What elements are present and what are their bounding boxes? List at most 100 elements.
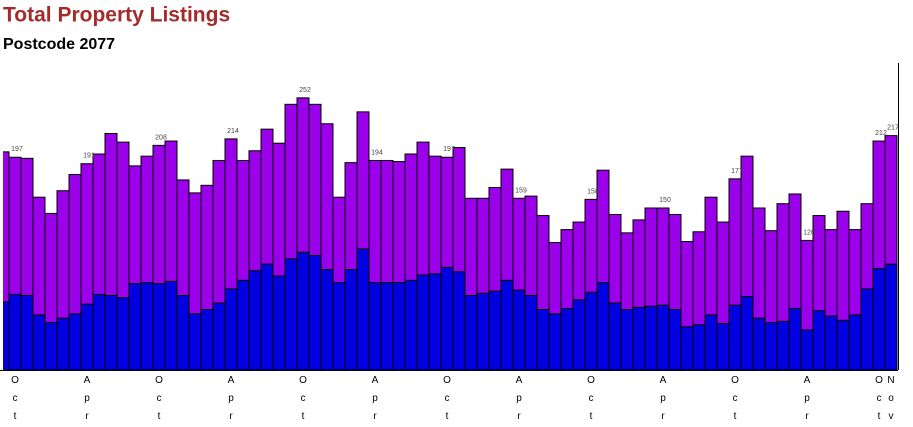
bar-segment bbox=[428, 155, 442, 275]
bar-segment bbox=[632, 306, 646, 371]
bar-segment bbox=[56, 190, 70, 319]
bar-segment bbox=[56, 317, 70, 371]
bar-segment bbox=[836, 319, 850, 371]
bar-segment bbox=[8, 156, 22, 295]
bar-segment bbox=[272, 142, 286, 277]
bar-segment bbox=[296, 97, 310, 253]
bar-segment bbox=[776, 203, 790, 322]
bar-segment bbox=[380, 159, 394, 284]
bar-segment bbox=[548, 313, 562, 371]
bar-segment bbox=[740, 155, 754, 298]
bar-segment bbox=[260, 263, 274, 371]
bar-segment bbox=[32, 314, 46, 371]
bar-segment bbox=[584, 198, 598, 293]
bar-segment bbox=[212, 302, 226, 371]
total-label: 120 bbox=[803, 229, 815, 236]
total-label: 217 bbox=[887, 125, 899, 132]
bar-segment bbox=[176, 294, 190, 371]
bar-segment bbox=[680, 326, 694, 371]
bar-segment bbox=[644, 207, 658, 307]
bar-segment bbox=[20, 157, 34, 296]
bar-segment bbox=[848, 314, 862, 371]
bar-segment bbox=[308, 103, 322, 257]
bar-segment bbox=[164, 280, 178, 371]
bar-segment bbox=[728, 178, 742, 306]
bar-segment bbox=[764, 230, 778, 323]
bar-segment bbox=[740, 296, 754, 371]
bar-segment bbox=[440, 266, 454, 371]
bar-segment bbox=[536, 309, 550, 371]
bar-segment bbox=[536, 215, 550, 311]
bar-segment bbox=[428, 273, 442, 371]
bar-segment bbox=[140, 155, 154, 284]
bar-segment bbox=[860, 203, 874, 290]
bar-segment bbox=[644, 305, 658, 371]
bar-segment bbox=[872, 267, 886, 371]
bar-segment bbox=[692, 324, 706, 371]
bar-segment bbox=[116, 297, 130, 371]
bar-segment bbox=[248, 150, 262, 272]
bar-segment bbox=[116, 141, 130, 299]
bar-segment bbox=[188, 192, 202, 315]
total-label: 197 bbox=[443, 146, 455, 153]
bar-segment bbox=[884, 135, 898, 265]
bar-segment bbox=[452, 147, 466, 273]
bar-segment bbox=[584, 291, 598, 371]
bar-segment bbox=[824, 229, 838, 317]
bar-segment bbox=[596, 169, 610, 284]
bar-segment bbox=[440, 156, 454, 268]
bar-segment bbox=[464, 294, 478, 371]
bar-segment bbox=[80, 163, 94, 305]
total-label: 177 bbox=[731, 168, 743, 175]
bar-segment bbox=[68, 174, 82, 315]
total-label: 208 bbox=[155, 134, 167, 141]
bar-segment bbox=[332, 282, 346, 371]
bar-segment bbox=[92, 293, 106, 371]
bar-segment bbox=[692, 231, 706, 326]
bar-segment bbox=[872, 140, 886, 269]
bar-segment bbox=[152, 283, 166, 371]
bar-segment bbox=[392, 282, 406, 371]
bar-segment bbox=[404, 279, 418, 371]
bar-segment bbox=[356, 111, 370, 250]
bar-segment bbox=[260, 128, 274, 265]
bar-segment bbox=[320, 269, 334, 371]
bar-segment bbox=[236, 279, 250, 371]
bar-segment bbox=[776, 320, 790, 371]
total-label: 212 bbox=[875, 130, 887, 137]
bar-segment bbox=[524, 195, 538, 296]
bar-segment bbox=[344, 162, 358, 271]
bar-segment bbox=[848, 229, 862, 316]
bar-segment bbox=[224, 288, 238, 371]
bar-segment bbox=[176, 179, 190, 296]
bar-segment bbox=[800, 329, 814, 371]
chart-subtitle: Postcode 2077 bbox=[3, 36, 115, 53]
bar-segment bbox=[8, 293, 22, 371]
bar-segment bbox=[356, 248, 370, 371]
bar-segment bbox=[716, 323, 730, 371]
bar-segment bbox=[608, 302, 622, 371]
bar-segment bbox=[200, 309, 214, 371]
bar-segment bbox=[140, 282, 154, 371]
bar-segment bbox=[308, 255, 322, 371]
bar-segment bbox=[152, 144, 166, 285]
bar-segment bbox=[104, 132, 118, 296]
bar-segment bbox=[656, 304, 670, 371]
bar-segment bbox=[3, 151, 10, 303]
bar-segment bbox=[884, 263, 898, 371]
total-label: 252 bbox=[299, 87, 311, 94]
bar-segment bbox=[704, 196, 718, 316]
bar-segment bbox=[284, 103, 298, 260]
bar-segment bbox=[212, 159, 226, 304]
bar-segment bbox=[416, 141, 430, 276]
bar-segment bbox=[44, 212, 58, 323]
